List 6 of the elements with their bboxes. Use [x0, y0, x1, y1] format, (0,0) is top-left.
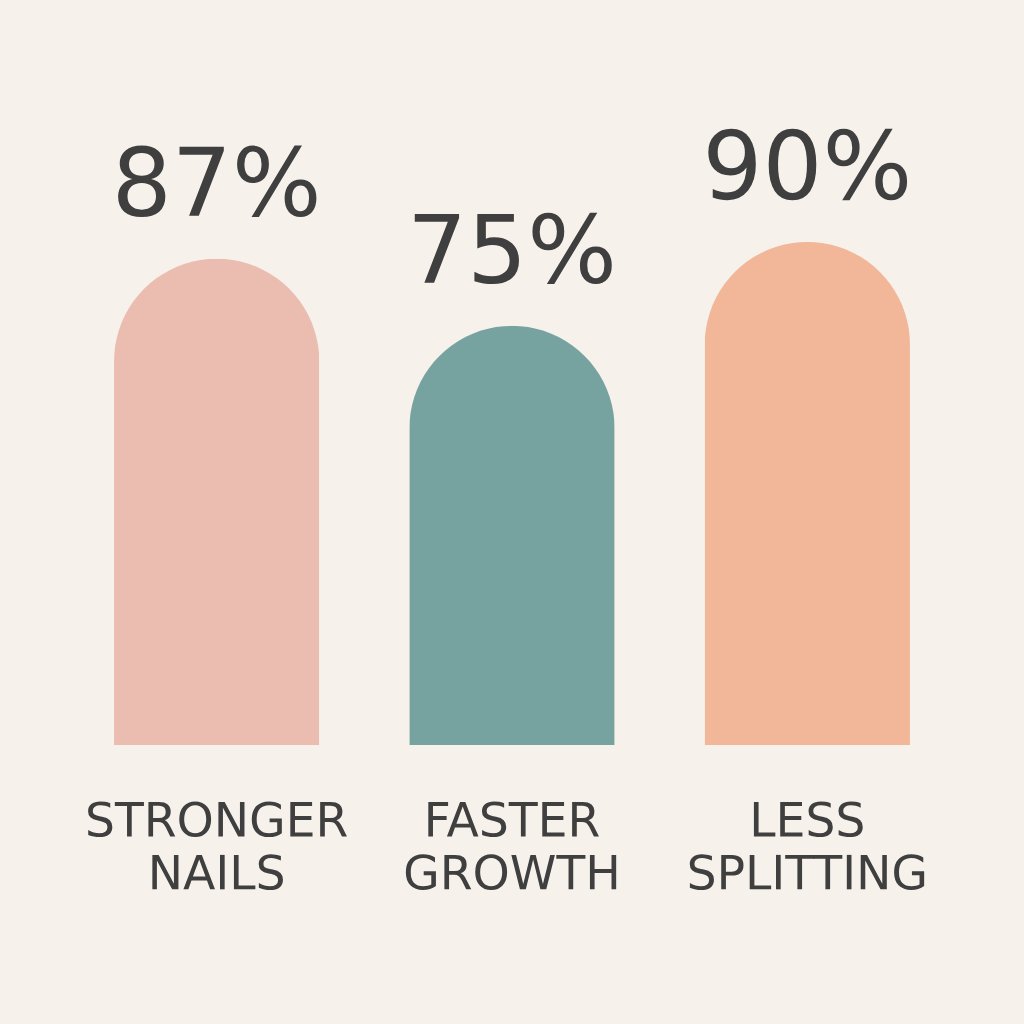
- x-tick-label: STRONGER NAILS: [88, 801, 347, 890]
- data-label: 75%: [414, 212, 612, 285]
- data-label: 90%: [708, 128, 908, 201]
- x-tick-label: LESS SPLITTING: [689, 801, 925, 890]
- x-tick-label: FASTER GROWTH: [405, 801, 617, 890]
- data-label: 87%: [118, 145, 317, 218]
